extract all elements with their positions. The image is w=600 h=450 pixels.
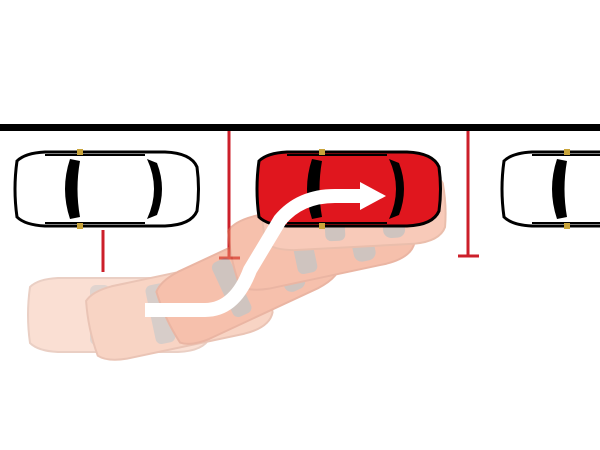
parked-car-left <box>13 149 200 229</box>
curb-line <box>0 124 600 131</box>
direction-arrow-icon <box>145 182 386 317</box>
parked-car-right <box>500 149 600 229</box>
